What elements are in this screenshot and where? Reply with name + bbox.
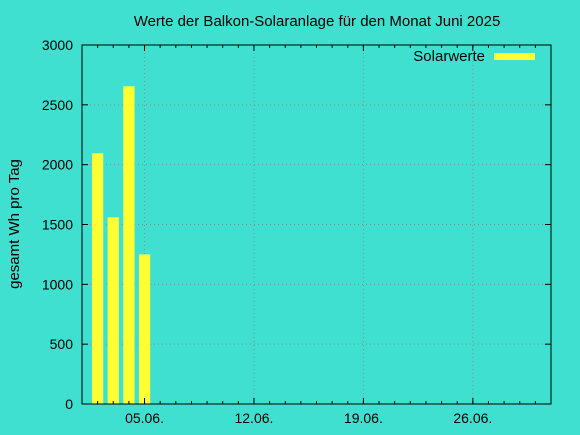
legend-label: Solarwerte — [413, 48, 485, 65]
y-tick-label: 0 — [65, 396, 73, 412]
chart-title: Werte der Balkon-Solaranlage für den Mon… — [134, 13, 501, 30]
y-tick-label: 3000 — [42, 37, 73, 53]
grid — [82, 45, 551, 404]
x-tick-label: 26.06. — [453, 410, 492, 426]
x-axis: 05.06. 12.06. 19.06. 26.06. — [81, 45, 552, 426]
legend: Solarwerte — [413, 48, 535, 65]
x-tick-label: 05.06. — [125, 410, 164, 426]
legend-swatch — [494, 53, 535, 60]
y-tick-label: 1000 — [42, 276, 73, 292]
y-tick-label: 2500 — [42, 97, 73, 113]
bar — [138, 254, 151, 404]
plot-frame — [81, 44, 552, 405]
x-tick-label: 19.06. — [344, 410, 383, 426]
bar — [107, 217, 119, 404]
y-tick-label: 500 — [50, 336, 74, 352]
bars — [92, 86, 151, 404]
y-tick-label: 1500 — [42, 217, 73, 233]
y-tick-label: 2000 — [42, 157, 73, 173]
x-tick-label: 12.06. — [234, 410, 273, 426]
bar — [92, 153, 104, 404]
y-axis-label: gesamt Wh pro Tag — [6, 159, 23, 289]
y-axis: 0 500 1000 1500 2000 2500 3000 — [42, 37, 551, 412]
bar — [123, 86, 135, 404]
